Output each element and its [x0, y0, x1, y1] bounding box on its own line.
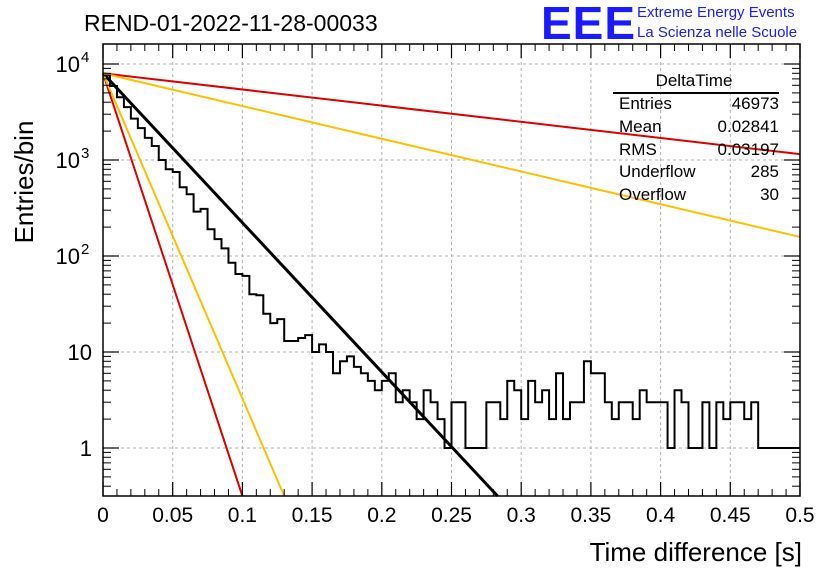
x-tick-label: 0.4 [646, 504, 676, 527]
stats-title: DeltaTime [655, 71, 733, 90]
stats-divider [613, 92, 779, 94]
curve-fit [101, 72, 499, 498]
y-tick-label: 10 [56, 52, 80, 77]
run-title: REND-01-2022-11-28-00033 [84, 10, 378, 36]
stats-value: 0.02841 [717, 117, 779, 136]
x-tick-label: 0.05 [152, 504, 193, 527]
x-tick-label: 0.3 [507, 504, 536, 527]
stats-value: 0.03197 [717, 140, 779, 159]
eee-logo: EEE [541, 0, 637, 49]
y-axis-label: Entries/bin [9, 121, 39, 244]
curve-red [102, 72, 801, 156]
curve-red [102, 72, 244, 497]
axes: 0 0.05 0.1 0.15 0.2 0.25 0.3 0.35 0.4 0.45 0.5 1 10 1… [56, 44, 815, 527]
x-tick-label: 0.35 [570, 504, 611, 527]
curve-yellow [102, 72, 801, 238]
x-tick-label: 0.45 [710, 504, 751, 527]
x-tick-label: 0 [97, 504, 109, 527]
x-axis-label: Time difference [s] [590, 537, 802, 567]
stats-label: Overflow [619, 185, 687, 204]
y-tick-exponent: 2 [81, 241, 89, 258]
y-tick-label: 10 [68, 340, 92, 365]
logo-line-2: La Scienza nelle Scuole [637, 24, 798, 41]
y-tick-label: 1 [80, 436, 92, 461]
x-tick-label: 0.1 [228, 504, 257, 527]
x-tick-label: 0.2 [367, 504, 396, 527]
logo-line-1: Extreme Energy Events [637, 4, 795, 21]
x-tick-label: 0.15 [292, 504, 333, 527]
stats-label: Entries [619, 94, 672, 113]
stats-label: Underflow [619, 162, 696, 181]
x-tick-label: 0.25 [431, 504, 472, 527]
y-tick-exponent: 3 [81, 145, 89, 162]
y-tick-exponent: 4 [81, 49, 89, 66]
curve-yellow [102, 72, 286, 497]
y-tick-label: 10 [56, 148, 80, 173]
stats-label: RMS [619, 140, 657, 159]
stats-label: Mean [619, 117, 662, 136]
stats-value: 30 [760, 185, 779, 204]
x-tick-label: 0.5 [785, 504, 814, 527]
stats-value: 285 [750, 162, 779, 181]
y-tick-label: 10 [56, 244, 80, 269]
curves [101, 72, 801, 498]
stats-value: 46973 [731, 94, 779, 113]
histogram-line [103, 74, 800, 449]
